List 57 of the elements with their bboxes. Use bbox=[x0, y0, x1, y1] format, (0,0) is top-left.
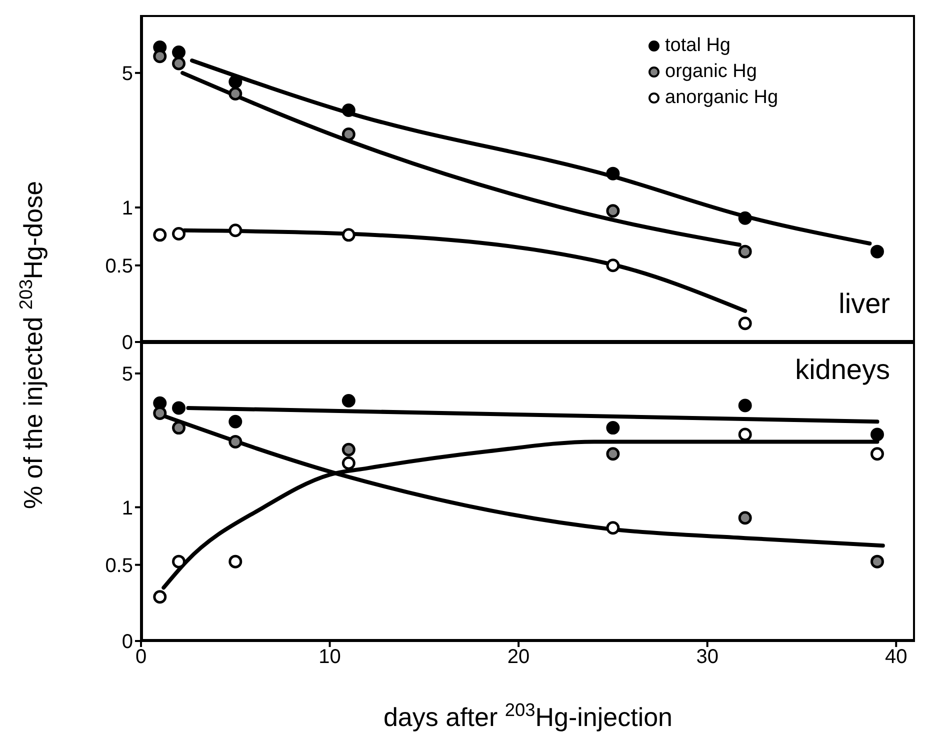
point bbox=[606, 204, 620, 218]
line-series bbox=[190, 58, 872, 246]
point bbox=[172, 401, 186, 415]
point bbox=[342, 128, 356, 142]
point bbox=[342, 456, 356, 470]
point bbox=[342, 103, 356, 117]
annotation: kidneys bbox=[795, 354, 890, 386]
y-tick-label: 0.5 bbox=[105, 256, 133, 278]
y-tick-label: 0 bbox=[122, 631, 133, 654]
y-tick-label: 5 bbox=[122, 364, 133, 386]
point bbox=[172, 421, 186, 435]
point bbox=[342, 442, 356, 456]
point bbox=[228, 434, 242, 448]
point bbox=[606, 421, 620, 435]
point bbox=[228, 74, 242, 88]
y-tick-label: 5 bbox=[122, 63, 133, 86]
point bbox=[172, 554, 186, 568]
point bbox=[228, 414, 242, 428]
point bbox=[172, 46, 186, 60]
point bbox=[153, 228, 167, 242]
point bbox=[870, 428, 884, 442]
point bbox=[738, 511, 752, 525]
point bbox=[738, 211, 752, 225]
annotation: liver bbox=[838, 288, 890, 320]
y-tick-label: 1 bbox=[122, 497, 133, 520]
x-tick-label: 10 bbox=[318, 646, 341, 668]
point bbox=[342, 228, 356, 242]
x-tick-label: 30 bbox=[696, 646, 718, 668]
legend-label: total Hg bbox=[665, 35, 730, 57]
legend-label: anorganic Hg bbox=[665, 87, 778, 109]
point bbox=[228, 554, 242, 568]
point bbox=[870, 244, 884, 258]
point bbox=[738, 398, 752, 412]
point bbox=[342, 394, 356, 408]
x-axis-title: days after $^{203}$Hg-injection bbox=[383, 700, 673, 732]
point bbox=[870, 554, 884, 568]
point bbox=[606, 521, 620, 535]
point bbox=[153, 50, 167, 64]
point bbox=[870, 447, 884, 461]
y-tick-label: 1 bbox=[122, 198, 133, 220]
point bbox=[228, 224, 242, 238]
point bbox=[172, 56, 186, 70]
point bbox=[738, 244, 752, 258]
point bbox=[606, 166, 620, 180]
point bbox=[738, 428, 752, 442]
x-tick-label: 20 bbox=[507, 646, 530, 668]
point bbox=[738, 316, 752, 330]
point bbox=[606, 447, 620, 461]
point bbox=[153, 590, 167, 604]
y-tick-label: 0.5 bbox=[105, 554, 133, 577]
x-tick-label: 40 bbox=[884, 646, 908, 668]
legend-label: organic Hg bbox=[665, 61, 757, 83]
point bbox=[172, 227, 186, 241]
point bbox=[606, 258, 620, 272]
point bbox=[228, 86, 242, 100]
y-tick-label: 0 bbox=[122, 332, 133, 354]
point bbox=[153, 406, 167, 420]
